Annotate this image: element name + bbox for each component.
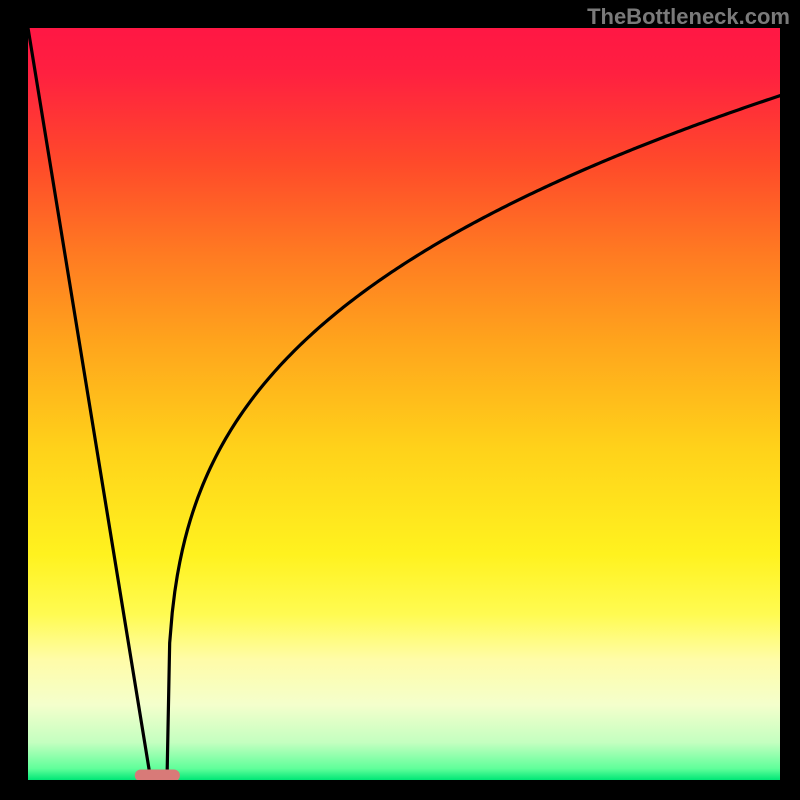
chart-svg [0, 0, 800, 800]
plot-background [28, 28, 780, 780]
figure-root: { "watermark": { "text": "TheBottleneck.… [0, 0, 800, 800]
watermark-text: TheBottleneck.com [587, 4, 790, 30]
optimal-marker [135, 769, 180, 781]
